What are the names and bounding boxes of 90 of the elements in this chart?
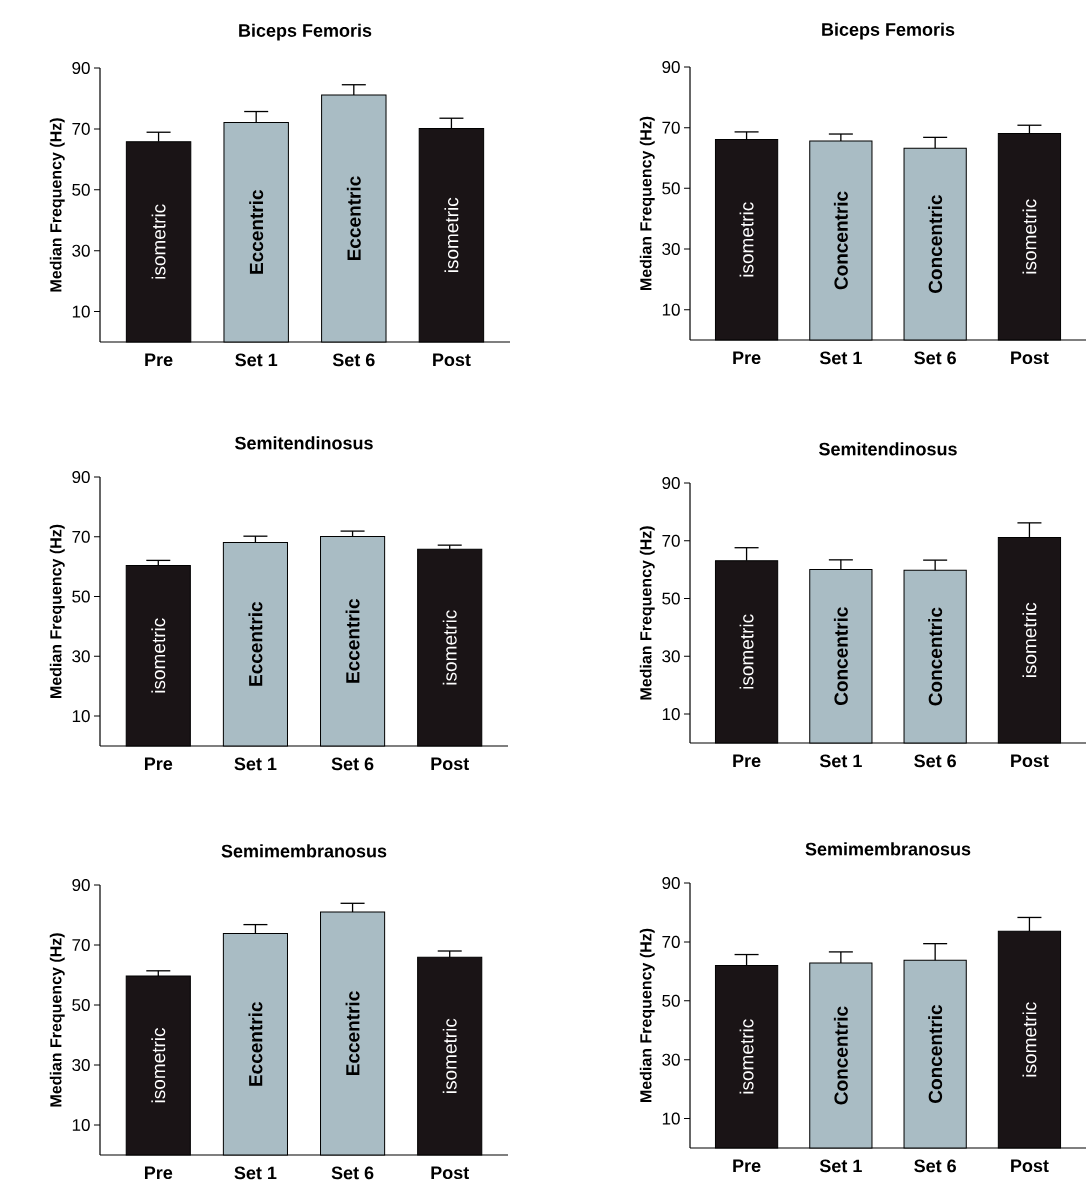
x-tick-label: Post [1011, 351, 1049, 365]
text: Eccentric [248, 602, 263, 686]
chart-title: Biceps Femoris [239, 23, 372, 41]
y-tick-label: 90 [662, 476, 680, 490]
series-label: isometric [151, 618, 166, 693]
x-tick-label: Pre [733, 351, 761, 365]
text: Eccentric [248, 1002, 263, 1086]
series-label: Concentric [833, 1006, 848, 1105]
text: isometric [739, 202, 754, 277]
chart-title: Semimembranosus [221, 844, 387, 858]
y-tick-label: 70 [72, 530, 90, 543]
y-tick-label: 70 [72, 938, 90, 952]
text: Concentric [928, 1005, 943, 1103]
y-tick-label: 90 [72, 878, 90, 892]
text: Concentric [928, 195, 943, 293]
x-tick-label: Post [433, 353, 471, 367]
x-tick-label: Pre [733, 754, 761, 768]
y-tick-label: 90 [662, 876, 680, 890]
x-tick-label: Set 1 [234, 1166, 277, 1180]
series-label: isometric [151, 1027, 166, 1103]
y-tick-label: 30 [72, 244, 90, 257]
y-axis-title: Median Frequency (Hz) [639, 526, 655, 700]
x-tick-label: Pre [144, 1166, 173, 1180]
x-tick-label: Set 6 [914, 351, 956, 365]
series-label: Eccentric [345, 599, 360, 683]
x-tick-label: Set 6 [331, 757, 374, 771]
series-label: Eccentric [345, 991, 360, 1076]
text: isometric [151, 204, 166, 279]
text: isometric [442, 1018, 457, 1093]
series-label: Eccentric [249, 190, 264, 274]
x-tick-label: Post [1011, 754, 1049, 768]
y-axis-title: Median Frequency (Hz) [639, 116, 655, 290]
chart-title: Semimembranosus [805, 842, 971, 856]
x-tick-label: Pre [145, 353, 173, 367]
series-label: isometric [1022, 1002, 1037, 1077]
y-tick-label: 70 [662, 935, 680, 948]
series-label: isometric [1022, 199, 1037, 274]
y-tick-label: 10 [72, 305, 90, 318]
y-axis-title: Median Frequency (Hz) [49, 933, 65, 1107]
y-tick-label: 90 [72, 61, 90, 75]
text: Concentric [928, 607, 943, 706]
y-tick-label: 50 [662, 592, 680, 605]
y-tick-label: 10 [72, 710, 90, 723]
series-label: isometric [1022, 602, 1037, 678]
text: isometric [739, 614, 754, 689]
x-tick-label: Set 1 [819, 1159, 862, 1173]
y-tick-label: 10 [662, 1112, 680, 1125]
series-label: isometric [444, 197, 459, 273]
x-tick-label: Pre [733, 1159, 761, 1173]
y-tick-label: 10 [662, 303, 680, 316]
x-tick-label: Post [431, 757, 469, 771]
y-tick-label: 30 [662, 1053, 680, 1066]
y-tick-label: 50 [662, 994, 680, 1007]
x-tick-label: Set 1 [234, 757, 277, 771]
y-tick-label: 50 [72, 183, 90, 196]
x-tick-label: Set 1 [819, 754, 862, 768]
x-tick-label: Set 1 [819, 351, 862, 365]
x-tick-label: Set 6 [332, 353, 375, 367]
y-tick-label: 30 [662, 650, 680, 663]
x-tick-label: Pre [144, 757, 173, 771]
y-tick-label: 90 [662, 60, 680, 74]
x-tick-label: Post [431, 1166, 469, 1180]
y-tick-label: 50 [72, 590, 90, 603]
chart-title: Semitendinosus [235, 436, 373, 450]
series-label: Concentric [833, 607, 848, 706]
text: Eccentric [346, 176, 361, 261]
y-tick-label: 10 [662, 708, 680, 721]
y-tick-label: 50 [662, 182, 680, 195]
text: isometric [442, 610, 457, 685]
y-tick-label: 70 [662, 121, 680, 134]
y-tick-label: 70 [662, 534, 680, 547]
chart-title: Semitendinosus [819, 442, 957, 456]
y-tick-label: 90 [72, 470, 90, 484]
y-tick-label: 10 [72, 1118, 90, 1132]
y-axis-title: Median Frequency (Hz) [49, 118, 65, 292]
y-axis-title: Median Frequency (Hz) [49, 524, 65, 698]
text: isometric [739, 1019, 754, 1094]
y-tick-label: 70 [72, 122, 90, 135]
series-label: Concentric [833, 191, 848, 290]
x-tick-label: Post [1011, 1159, 1049, 1173]
y-axis-title: Median Frequency (Hz) [639, 928, 655, 1102]
x-tick-label: Set 6 [331, 1166, 374, 1180]
y-tick-label: 30 [72, 1058, 90, 1072]
y-tick-label: 30 [72, 650, 90, 663]
x-tick-label: Set 6 [914, 754, 956, 768]
chart-title: Biceps Femoris [822, 22, 955, 40]
x-tick-label: Set 6 [914, 1159, 956, 1173]
y-tick-label: 50 [72, 998, 90, 1012]
x-tick-label: Set 1 [235, 353, 278, 367]
y-tick-label: 30 [662, 242, 680, 256]
